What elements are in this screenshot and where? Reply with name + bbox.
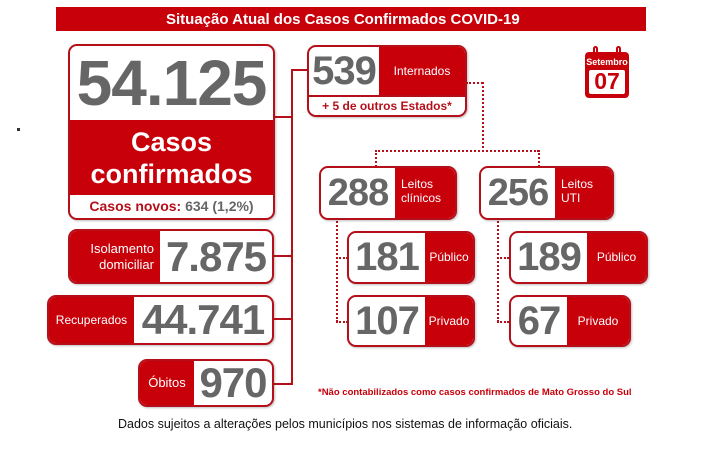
- calendar-day: 07: [594, 68, 620, 94]
- recovered-card: Recuperados 44.741: [47, 295, 274, 345]
- other-states-note: + 5 de outros Estados*: [309, 95, 465, 115]
- new-cases: Casos novos: 634 (1,2%): [89, 198, 254, 214]
- title-banner: Situação Atual dos Casos Confirmados COV…: [56, 7, 646, 31]
- confirmed-value: 54.125: [76, 47, 268, 119]
- icu-private-card: 67 Privado: [509, 295, 631, 347]
- clinical-private-card: 107 Privado: [347, 295, 475, 347]
- icu-beds-value: 256: [487, 172, 549, 214]
- clinical-public-card: 181 Público: [347, 231, 475, 284]
- footnote: *Não contabilizados como casos confirmad…: [318, 387, 632, 398]
- icu-private-value: 67: [517, 299, 562, 343]
- calendar-icon: Setembro 07: [585, 46, 629, 98]
- clinical-beds-label: Leitos clínicos: [395, 168, 455, 218]
- isolation-card: Isolamento domiciliar 7.875: [68, 229, 274, 284]
- icu-beds-label: Leitos UTI: [555, 168, 612, 218]
- stray-dot: [17, 128, 20, 131]
- disclaimer: Dados sujeitos a alterações pelos municí…: [118, 417, 573, 431]
- page-title: Situação Atual dos Casos Confirmados COV…: [166, 10, 520, 28]
- confirmed-cases-card: 54.125 Casos confirmados Casos novos: 63…: [68, 44, 275, 220]
- isolation-label: Isolamento domiciliar: [70, 231, 160, 282]
- clinical-beds-value: 288: [327, 172, 389, 214]
- recovered-value: 44.741: [141, 296, 265, 343]
- icu-public-card: 189 Público: [509, 231, 648, 284]
- clinical-private-value: 107: [355, 299, 420, 343]
- recovered-label: Recuperados: [49, 297, 134, 343]
- confirmed-label: Casos confirmados: [70, 120, 273, 195]
- clinical-public-value: 181: [355, 235, 420, 279]
- icu-beds-card: 256 Leitos UTI: [479, 166, 614, 220]
- clinical-beds-card: 288 Leitos clínicos: [319, 166, 457, 220]
- deaths-card: Óbitos 970: [138, 359, 274, 407]
- hospitalized-card: 539 Internados + 5 de outros Estados*: [307, 45, 467, 117]
- isolation-value: 7.875: [165, 233, 267, 280]
- deaths-label: Óbitos: [140, 361, 194, 405]
- clinical-public-label: Público: [425, 233, 473, 282]
- deaths-value: 970: [199, 359, 267, 406]
- hospitalized-value: 539: [312, 49, 377, 93]
- icu-public-label: Público: [587, 233, 646, 282]
- icu-private-label: Privado: [567, 297, 629, 345]
- clinical-private-label: Privado: [425, 297, 473, 345]
- icu-public-value: 189: [517, 235, 582, 279]
- calendar-month: Setembro: [586, 57, 628, 67]
- hospitalized-label: Internados: [379, 47, 465, 95]
